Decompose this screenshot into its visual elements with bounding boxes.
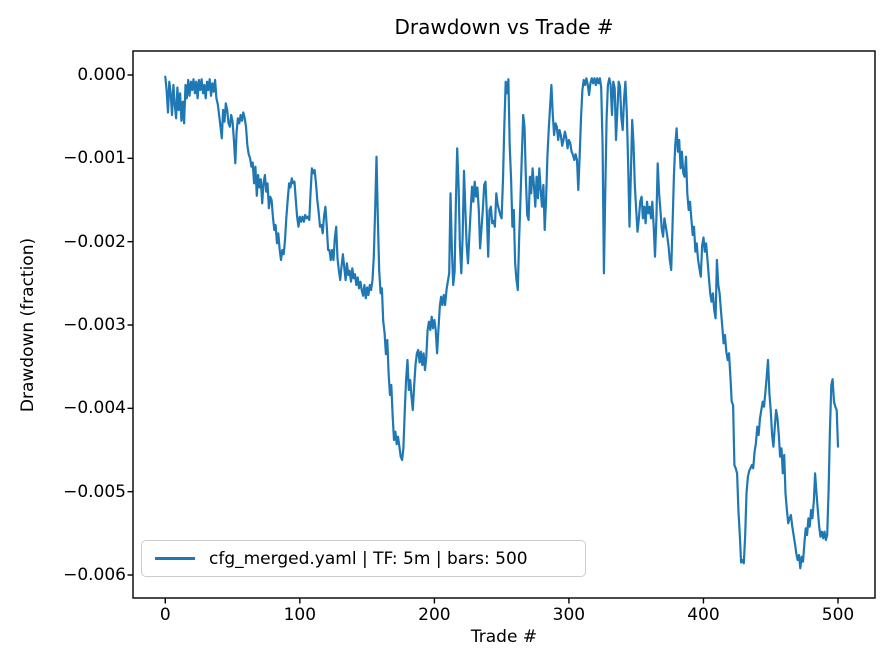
y-tick-label: −0.002 <box>63 231 126 252</box>
x-axis-label: Trade # <box>470 627 538 647</box>
tick-marks <box>127 74 839 604</box>
y-tick-label: −0.005 <box>63 481 126 502</box>
y-tick-label: −0.001 <box>63 148 126 169</box>
legend-line-sample <box>155 557 195 560</box>
x-tick-label: 0 <box>159 605 171 625</box>
x-tick-label: 200 <box>418 605 451 625</box>
y-tick-label: −0.006 <box>63 565 126 585</box>
x-tick-label: 300 <box>552 605 586 625</box>
legend-label: cfg_merged.yaml | TF: 5m | bars: 500 <box>209 548 528 569</box>
y-tick-label: −0.003 <box>63 315 126 335</box>
drawdown-line <box>164 75 840 570</box>
x-tick-label: 500 <box>821 605 855 625</box>
chart-title: Drawdown vs Trade # <box>394 15 614 39</box>
legend-box: cfg_merged.yaml | TF: 5m | bars: 500 <box>141 540 586 577</box>
y-tick-label: −0.004 <box>63 398 126 419</box>
x-tick-label: 400 <box>687 605 720 625</box>
y-tick-label: 0.000 <box>77 65 126 85</box>
x-tick-label: 100 <box>283 605 317 625</box>
